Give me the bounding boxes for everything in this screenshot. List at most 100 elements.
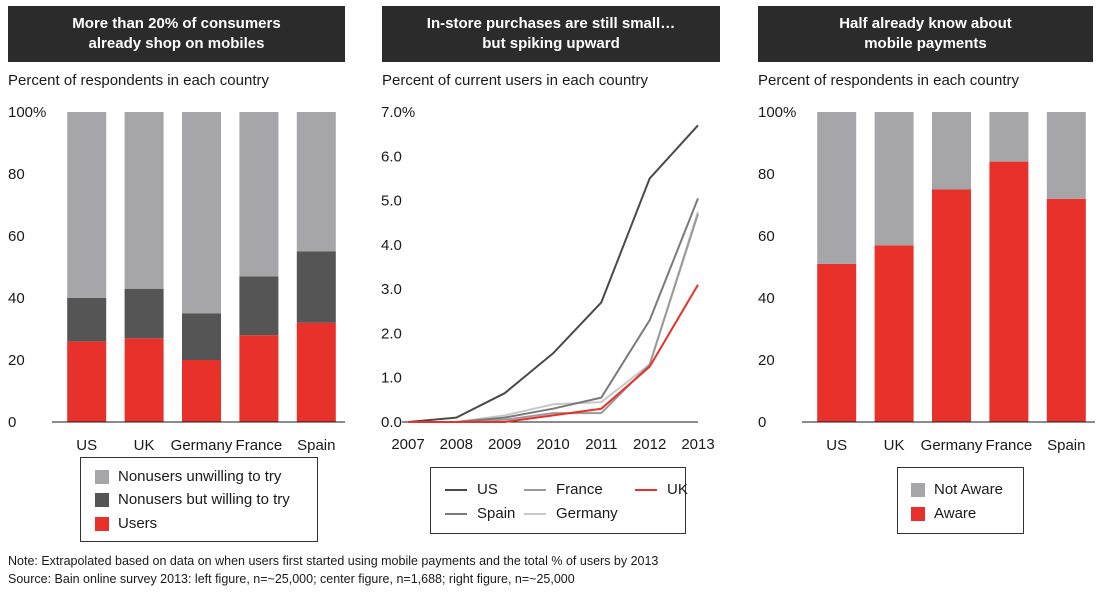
- line-series-germany: [408, 211, 699, 423]
- right-banner-text: Half already know about mobile payments: [839, 15, 1012, 52]
- y-tick-label: 80: [8, 166, 25, 183]
- legend-label-users: Users: [118, 515, 158, 532]
- y-tick-label: 1.0: [381, 370, 402, 387]
- bar-spain-not-aware: [1046, 112, 1086, 199]
- y-tick-label: 40: [8, 290, 25, 307]
- center-subtitle: Percent of current users in each country: [382, 72, 648, 89]
- legend-label-willing: Nonusers but willing to try: [118, 491, 290, 508]
- bar-germany-aware: [932, 189, 971, 422]
- x-tick-label-us: US: [826, 437, 847, 454]
- legend-item-us: US: [445, 481, 498, 498]
- y-tick-label: 20: [8, 352, 25, 369]
- bar-uk-aware: [874, 245, 914, 422]
- bar-france-nonusers-unwilling-to-try: [239, 112, 279, 277]
- bar-us-aware: [817, 263, 857, 422]
- bar-us-not-aware: [817, 112, 857, 264]
- legend-label-unwilling: Nonusers unwilling to try: [118, 468, 282, 485]
- y-tick-label: 4.0: [381, 237, 402, 254]
- y-tick-label: 80: [758, 166, 775, 183]
- right-banner: Half already know about mobile payments: [758, 6, 1093, 62]
- y-tick-label: 6.0: [381, 148, 402, 165]
- center-banner-text: In-store purchases are still small… but …: [426, 15, 676, 52]
- legend-swatch-unwilling: [95, 469, 109, 484]
- y-tick-label: 0: [8, 414, 16, 431]
- x-tick-label-2013: 2013: [681, 436, 714, 453]
- legend-item-spain: Spain: [445, 505, 515, 522]
- x-tick-label-2008: 2008: [440, 436, 473, 453]
- left-legend: Nonusers unwilling to try Nonusers but w…: [80, 457, 318, 542]
- legend-label-us: US: [477, 481, 498, 498]
- bar-us-nonusers-but-willing-to-try: [67, 298, 107, 342]
- legend-label-aware: Aware: [934, 505, 977, 522]
- legend-item-not-aware: Not Aware: [911, 481, 1003, 498]
- x-tick-label-germany: Germany: [921, 437, 983, 454]
- y-tick-label: 60: [8, 228, 25, 245]
- legend-label-france: France: [556, 481, 603, 498]
- legend-line-uk: [635, 488, 657, 491]
- bar-uk-nonusers-but-willing-to-try: [124, 288, 164, 339]
- y-tick-label: 20: [758, 352, 775, 369]
- legend-item-germany: Germany: [524, 505, 618, 522]
- bar-us-nonusers-unwilling-to-try: [67, 112, 107, 298]
- line-series-us: [407, 124, 699, 423]
- left-banner: More than 20% of consumers already shop …: [8, 6, 345, 62]
- left-banner-text: More than 20% of consumers already shop …: [72, 15, 281, 52]
- legend-label-spain: Spain: [477, 505, 516, 522]
- line-series-spain: [408, 198, 699, 423]
- y-tick-label: 100%: [8, 104, 46, 121]
- y-tick-label: 3.0: [381, 281, 402, 298]
- legend-swatch-aware: [911, 506, 925, 521]
- bar-germany-nonusers-unwilling-to-try: [182, 112, 221, 314]
- x-tick-label-uk: UK: [134, 437, 155, 454]
- x-tick-label-spain: Spain: [1047, 437, 1085, 454]
- line-series-uk: [408, 284, 699, 423]
- footer-source: Source: Bain online survey 2013: left fi…: [8, 572, 575, 586]
- bar-spain-nonusers-unwilling-to-try: [296, 112, 336, 252]
- x-tick-label-2009: 2009: [488, 436, 521, 453]
- bar-uk-not-aware: [874, 112, 914, 246]
- bar-france-not-aware: [989, 112, 1029, 162]
- legend-line-france: [524, 488, 546, 491]
- x-tick-label-france: France: [986, 437, 1033, 454]
- y-tick-label: 40: [758, 290, 775, 307]
- legend-label-germany: Germany: [556, 505, 618, 522]
- legend-swatch-willing: [95, 492, 109, 507]
- bar-spain-users: [296, 322, 336, 422]
- bar-france-nonusers-but-willing-to-try: [239, 276, 279, 336]
- y-tick-label: 7.0%: [381, 104, 415, 121]
- bar-france-users: [239, 335, 279, 422]
- left-stacked-bar-chart: 0 20 40 60 80 100% US UK Germany France Spain: [8, 104, 345, 454]
- x-tick-label-france: France: [236, 437, 283, 454]
- bar-france-aware: [989, 161, 1029, 422]
- legend-item-willing: Nonusers but willing to try: [95, 491, 290, 508]
- right-subtitle: Percent of respondents in each country: [758, 72, 1019, 89]
- center-legend: US France UK Spain Germany: [430, 467, 688, 534]
- right-legend: Not Aware Aware: [897, 467, 1024, 534]
- x-tick-label-germany: Germany: [171, 437, 233, 454]
- legend-swatch-users: [95, 516, 109, 531]
- x-tick-label-2012: 2012: [633, 436, 666, 453]
- legend-line-spain: [445, 512, 467, 515]
- x-tick-label-spain: Spain: [297, 437, 335, 454]
- footer-note: Note: Extrapolated based on data on when…: [8, 554, 659, 568]
- x-tick-label-2010: 2010: [536, 436, 569, 453]
- y-tick-label: 0.0: [381, 414, 402, 431]
- bar-spain-aware: [1046, 198, 1086, 422]
- legend-line-germany: [524, 512, 546, 515]
- bar-uk-nonusers-unwilling-to-try: [124, 112, 164, 289]
- legend-item-uk: UK: [635, 481, 688, 498]
- y-tick-label: 60: [758, 228, 775, 245]
- x-tick-label-2011: 2011: [585, 436, 617, 453]
- y-tick-label: 5.0: [381, 193, 402, 210]
- bar-germany-nonusers-but-willing-to-try: [182, 313, 221, 360]
- right-stacked-bar-chart: 0 20 40 60 80 100% US UK Germany France Spain: [758, 104, 1095, 454]
- y-tick-label: 0: [758, 414, 766, 431]
- x-tick-label-uk: UK: [884, 437, 905, 454]
- bar-germany-not-aware: [932, 112, 971, 190]
- bar-us-users: [67, 341, 107, 422]
- bar-spain-nonusers-but-willing-to-try: [296, 251, 336, 323]
- legend-line-us: [445, 488, 467, 491]
- y-tick-label: 100%: [758, 104, 796, 121]
- x-tick-label-2007: 2007: [391, 436, 424, 453]
- left-subtitle: Percent of respondents in each country: [8, 72, 269, 89]
